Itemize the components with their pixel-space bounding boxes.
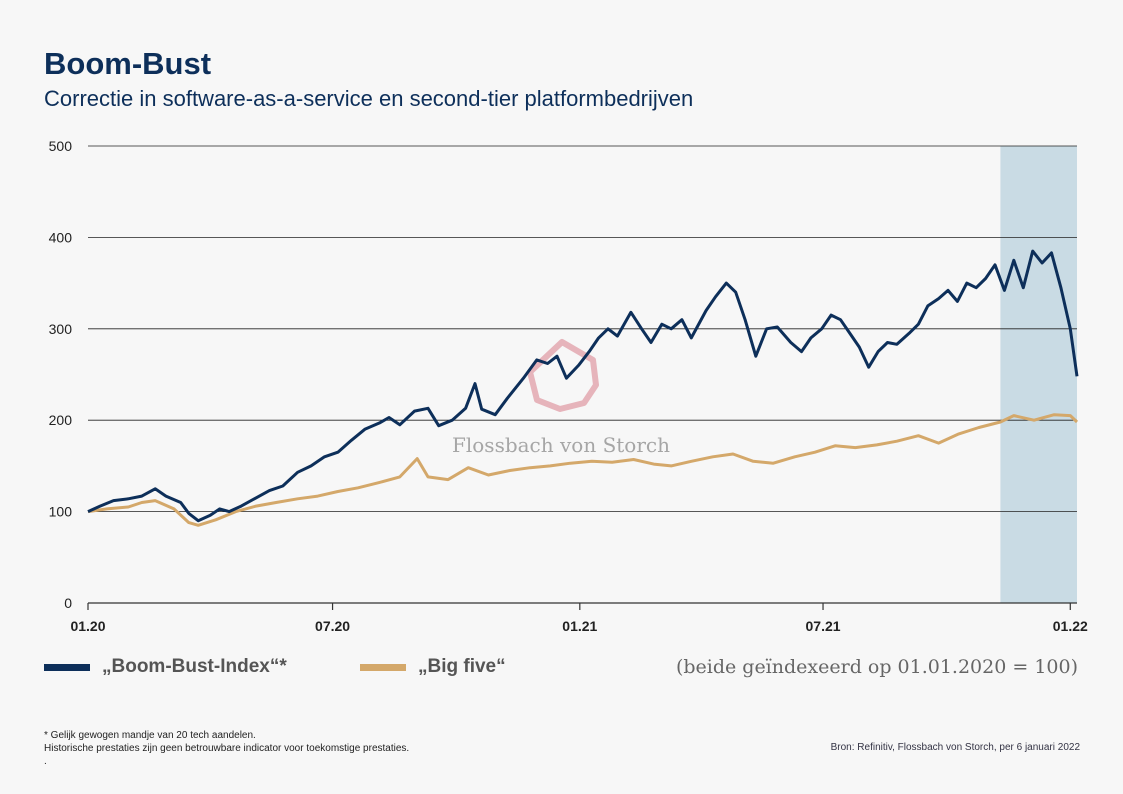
y-tick-label: 200: [49, 412, 73, 428]
watermark: Flossbach von Storch: [452, 339, 670, 457]
x-tick-label: 07.20: [315, 618, 350, 634]
footnote-line: * Gelijk gewogen mandje van 20 tech aand…: [44, 730, 256, 741]
series-line-boom-bust: [87, 249, 1079, 523]
x-tick-label: 01.21: [562, 618, 597, 634]
y-tick-label: 0: [64, 595, 72, 611]
footnote: * Gelijk gewogen mandje van 20 tech aand…: [44, 729, 409, 768]
x-tick-label: 01.20: [70, 618, 105, 634]
legend-label-boom-bust: „Boom-Bust-Index“*: [102, 656, 287, 677]
legend-item-boom-bust: „Boom-Bust-Index“*: [44, 656, 287, 678]
x-tick-label: 07.21: [806, 618, 841, 634]
legend-swatch-boom-bust: [44, 663, 90, 671]
legend-label-big-five: „Big five“: [418, 656, 506, 677]
footnote-line: .: [44, 756, 47, 767]
highlight-band: [1000, 146, 1077, 603]
chart-title: Boom-Bust: [44, 46, 212, 81]
y-tick-label: 300: [49, 321, 73, 337]
legend-note: (beide geïndexeerd op 01.01.2020 = 100): [675, 656, 1078, 678]
watermark-logo-icon: [527, 339, 599, 412]
chart-subtitle: Correctie in software-as-a-service en se…: [44, 86, 694, 111]
y-tick-label: 500: [49, 138, 73, 154]
x-tick-label: 01.22: [1053, 618, 1088, 634]
y-tick-label: 400: [49, 229, 73, 245]
y-tick-label: 100: [49, 504, 73, 520]
footnote-line: Historische prestaties zijn geen betrouw…: [44, 743, 410, 754]
legend-swatch-big-five: [360, 663, 406, 671]
series-line-big-five: [87, 413, 1079, 527]
watermark-text: Flossbach von Storch: [452, 433, 670, 457]
legend-item-big-five: „Big five“: [360, 656, 506, 678]
source-note: Bron: Refinitiv, Flossbach von Storch, p…: [830, 742, 1080, 753]
